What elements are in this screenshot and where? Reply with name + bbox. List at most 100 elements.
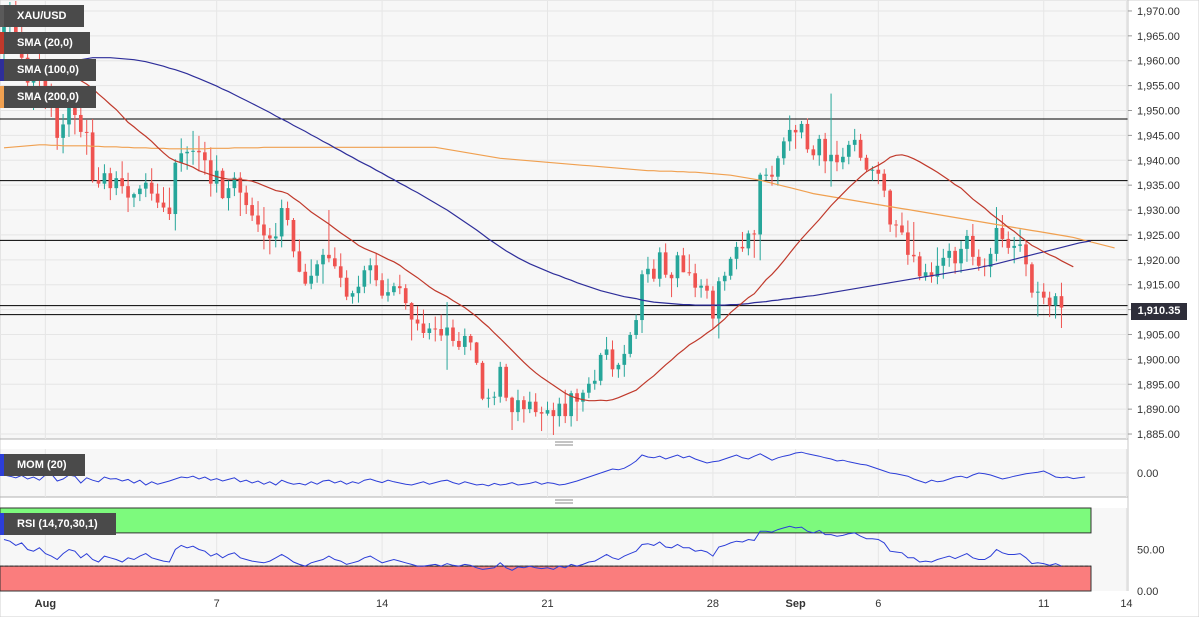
bull-candle-body [1053, 296, 1058, 306]
bear-candle-body [421, 323, 426, 333]
bull-candle-body [462, 335, 467, 347]
bear-candle-body [705, 285, 709, 291]
legend-symbol-swatch [0, 5, 4, 27]
bear-candle-body [971, 235, 975, 257]
time-tick-label: 11 [1038, 598, 1049, 610]
price-tick-label: 1,965.00 [1137, 31, 1180, 43]
mom-tick-label: 0.00 [1137, 468, 1158, 480]
bull-candle-body [138, 188, 142, 195]
bull-candle-body [935, 265, 940, 277]
bear-candle-body [510, 397, 514, 413]
legend-symbol: XAU/USD [0, 5, 84, 27]
bear-candle-body [1006, 238, 1011, 248]
bear-candle-body [403, 288, 408, 304]
bear-candle-body [805, 123, 810, 150]
legend-sma100: SMA (100,0) [0, 59, 96, 81]
legend-sma20: SMA (20,0) [0, 32, 90, 54]
sma100-line [4, 57, 1092, 306]
bull-candle-body [356, 286, 361, 294]
bull-candle-body [350, 293, 355, 297]
bear-candle-body [96, 180, 101, 184]
bear-candle-body [480, 362, 485, 399]
bull-candle-body [587, 383, 591, 393]
bear-candle-body [522, 400, 526, 410]
time-tick-label: Sep [786, 598, 806, 610]
bull-candle-body [852, 139, 857, 145]
bear-candle-body [327, 254, 331, 259]
price-tick-label: 1,930.00 [1137, 205, 1180, 217]
bull-candle-body [362, 270, 367, 287]
bull-candle-body [870, 169, 875, 171]
bear-candle-body [78, 114, 83, 132]
bull-candle-body [634, 320, 638, 335]
bull-candle-body [445, 327, 449, 336]
bear-candle-body [220, 170, 225, 199]
bear-candle-body [835, 154, 839, 163]
bear-candle-body [976, 256, 981, 266]
price-tick-label: 1,920.00 [1137, 255, 1180, 267]
bear-candle-body [415, 319, 420, 324]
bear-candle-body [73, 104, 77, 115]
bull-candle-body [427, 328, 432, 333]
bull-candle-body [716, 281, 721, 319]
price-tick-label: 1,955.00 [1137, 81, 1180, 93]
bear-candle-body [563, 403, 568, 417]
bear-candle-body [167, 207, 172, 215]
bull-candle-body [309, 275, 314, 284]
bull-candle-body [799, 123, 804, 133]
bear-candle-body [917, 256, 922, 277]
bull-candle-body [581, 392, 585, 402]
price-tick-label: 1,885.00 [1137, 429, 1180, 441]
bear-candle-body [864, 157, 869, 170]
bull-candle-body [557, 403, 562, 417]
bull-candle-body [699, 285, 703, 288]
price-tick-label: 1,905.00 [1137, 329, 1180, 341]
bear-candle-body [108, 173, 113, 189]
bear-candle-body [120, 178, 124, 187]
rsi-tick-label: 0.00 [1137, 586, 1158, 598]
bull-candle-body [829, 154, 833, 162]
price-tick-label: 1,960.00 [1137, 56, 1180, 68]
bull-candle-body [191, 150, 195, 152]
bear-candle-body [663, 252, 668, 275]
legend-sma200-swatch [0, 86, 4, 108]
legend-sma20-swatch [0, 32, 4, 54]
bull-candle-body [486, 397, 491, 399]
bear-candle-body [575, 393, 579, 402]
bull-candle-body [173, 162, 178, 215]
bear-candle-body [752, 233, 757, 235]
bull-candle-body [102, 173, 107, 184]
bull-candle-body [273, 236, 278, 239]
price-tick-label: 1,940.00 [1137, 155, 1180, 167]
bull-candle-body [764, 174, 768, 176]
legend-sma100-swatch [0, 59, 4, 81]
time-tick-label: 28 [707, 598, 719, 610]
bear-candle-body [244, 192, 249, 206]
bear-candle-body [533, 401, 538, 413]
bear-candle-body [906, 232, 910, 255]
bull-candle-body [622, 353, 627, 365]
legend-mom-swatch [0, 454, 4, 476]
legend-rsi-swatch [0, 513, 4, 535]
bear-candle-body [1030, 264, 1034, 293]
bull-candle-body [132, 194, 136, 198]
price-tick-label: 1,935.00 [1137, 180, 1180, 192]
bear-candle-body [380, 280, 384, 296]
bear-candle-body [439, 329, 443, 336]
bear-candle-body [551, 410, 556, 417]
bear-candle-body [468, 335, 473, 343]
bull-candle-body [1012, 245, 1017, 248]
price-tick-label: 1,900.00 [1137, 354, 1180, 366]
bull-candle-body [598, 354, 603, 381]
bull-candle-body [646, 268, 650, 275]
legend-sma200-label: SMA (200,0) [17, 91, 79, 103]
bear-candle-body [669, 274, 674, 279]
bear-candle-body [911, 254, 916, 257]
bull-candle-body [657, 252, 662, 279]
bear-candle-body [397, 286, 402, 289]
time-tick-label: 21 [541, 598, 553, 610]
bull-candle-body [776, 158, 780, 177]
bear-candle-body [90, 132, 95, 181]
bear-candle-body [770, 174, 774, 177]
legend-symbol-label: XAU/USD [17, 10, 67, 22]
